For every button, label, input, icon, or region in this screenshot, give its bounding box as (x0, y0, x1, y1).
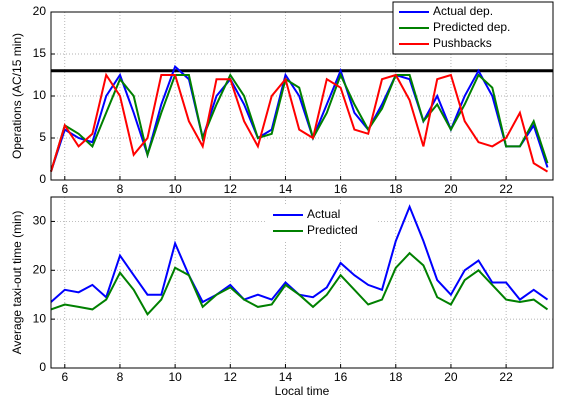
y-tick-label: 30 (33, 214, 47, 228)
legend-label: Pushbacks (433, 36, 492, 50)
x-tick-label: 18 (389, 182, 403, 196)
x-tick-label: 20 (444, 182, 458, 196)
y-axis-label: Operations (AC/15 min) (10, 33, 24, 159)
series-line (50, 251, 549, 316)
x-tick-label: 6 (61, 182, 68, 196)
x-tick-label: 14 (279, 182, 293, 196)
y-tick-label: 20 (33, 262, 47, 276)
x-tick-label: 10 (168, 370, 182, 384)
x-tick-label: 18 (389, 370, 403, 384)
y-tick-label: 0 (39, 360, 46, 374)
x-tick-label: 16 (334, 370, 348, 384)
x-tick-label: 22 (499, 182, 513, 196)
y-tick-label: 5 (39, 130, 46, 144)
x-tick-label: 6 (61, 370, 68, 384)
y-tick-label: 15 (33, 46, 47, 60)
y-tick-label: 20 (33, 4, 47, 18)
x-tick-label: 12 (224, 370, 238, 384)
series-line (50, 72, 549, 172)
plot-frame (50, 11, 554, 181)
y-axis-label: Average taxi-out time (min) (10, 211, 24, 355)
x-tick-label: 16 (334, 182, 348, 196)
y-tick-label: 10 (33, 88, 47, 102)
x-tick-label: 8 (117, 182, 124, 196)
legend-label: Actual dep. (433, 4, 493, 18)
x-tick-label: 12 (224, 182, 238, 196)
series-line (50, 72, 549, 173)
x-tick-label: 22 (499, 370, 513, 384)
legend-label: Predicted (307, 223, 358, 237)
y-tick-label: 10 (33, 311, 47, 325)
x-tick-label: 8 (117, 370, 124, 384)
series-line (50, 64, 549, 172)
x-tick-label: 14 (279, 370, 293, 384)
legend-label: Predicted dep. (433, 20, 510, 34)
plot-frame (50, 196, 554, 369)
legend-box (267, 205, 377, 241)
x-tick-label: 10 (168, 182, 182, 196)
x-tick-label: 20 (444, 370, 458, 384)
x-axis-label: Local time (275, 384, 330, 398)
legend-label: Actual (307, 207, 340, 221)
y-tick-label: 0 (39, 172, 46, 186)
